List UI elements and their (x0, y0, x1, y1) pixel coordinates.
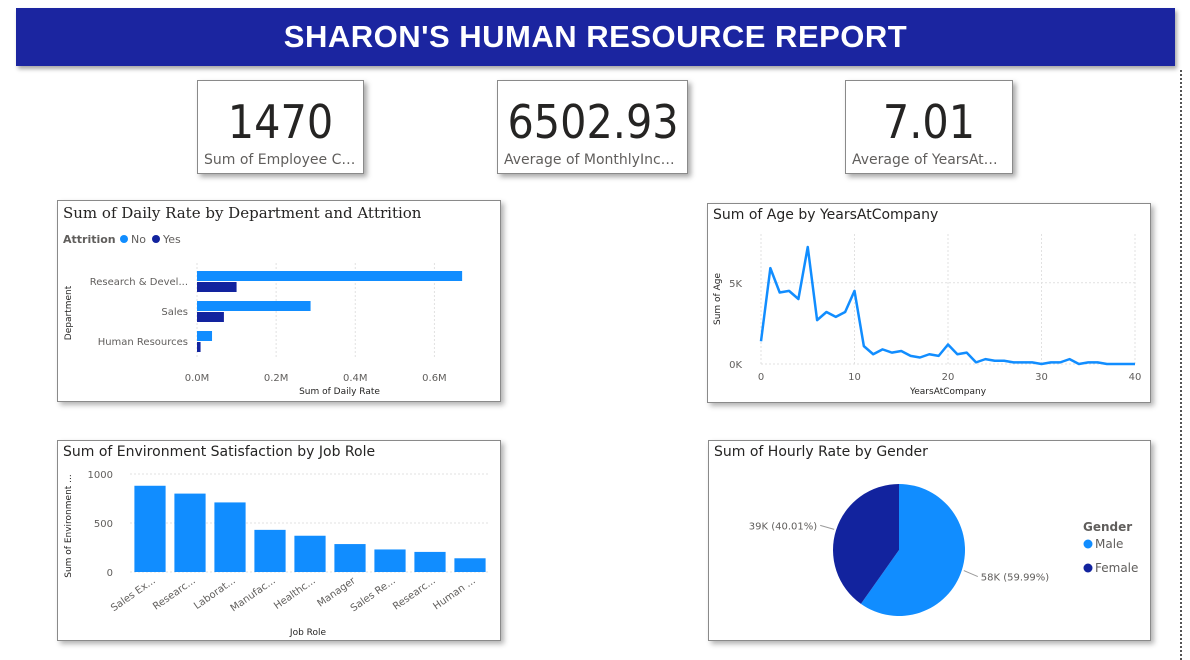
chart-title: Sum of Hourly Rate by Gender (714, 444, 928, 460)
report-title: SHARON'S HUMAN RESOURCE REPORT (283, 19, 908, 54)
bar (214, 502, 246, 572)
hourly-rate-gender-chart: Sum of Hourly Rate by Gender 58K (59.99%… (714, 444, 1138, 616)
data-label: 39K (40.01%) (749, 521, 817, 532)
pie-slice-male (860, 484, 965, 616)
bar-no (197, 271, 463, 281)
x-axis-label: Sum of Daily Rate (299, 387, 380, 397)
bar (414, 551, 446, 572)
report-header: SHARON'S HUMAN RESOURCE REPORT (16, 8, 1175, 66)
kpi-value: 7.01 (882, 95, 976, 149)
bar (254, 529, 286, 572)
legend-marker (120, 235, 128, 243)
x-tick-label: 0 (758, 372, 764, 383)
pie-slice-female (833, 484, 899, 604)
kpi-label: Average of MonthlyIncome (504, 152, 681, 168)
x-tick-label: Researc... (151, 575, 198, 612)
kpi-value: 1470 (227, 95, 334, 149)
x-axis-label: YearsAtCompany (909, 387, 987, 397)
leader-line (963, 570, 979, 578)
y-tick-label: 0 (107, 568, 113, 579)
y-axis-label: Sum of Environment ... (64, 474, 74, 578)
chart-title: Sum of Age by YearsAtCompany (713, 207, 938, 223)
y-tick-label: 1000 (88, 470, 113, 481)
bar (294, 535, 326, 572)
y-tick-label: Research & Devel... (90, 277, 188, 288)
x-tick-label: 0.4M (343, 373, 368, 384)
x-tick-label: 30 (1035, 372, 1048, 383)
chart-title: Sum of Daily Rate by Department and Attr… (63, 204, 422, 222)
line-series (759, 245, 1135, 366)
bar-yes (197, 312, 224, 322)
x-tick-label: 0.6M (422, 373, 447, 384)
y-tick-label: Human Resources (98, 337, 188, 348)
kpi-label: Average of YearsAtCo... (852, 152, 1006, 168)
chart-title: Sum of Environment Satisfaction by Job R… (63, 444, 375, 460)
x-tick-label: Researc... (391, 575, 438, 612)
y-tick-label: Sales (161, 307, 188, 318)
bar (334, 544, 366, 572)
bar-no (197, 301, 311, 311)
x-tick-label: 40 (1129, 372, 1142, 383)
x-tick-label: 10 (848, 372, 861, 383)
kpi-value: 6502.93 (507, 95, 679, 149)
environment-satisfaction-chart: Sum of Environment Satisfaction by Job R… (63, 444, 490, 638)
kpi-card-monthly-income[interactable]: 6502.93 Average of MonthlyIncome (497, 80, 688, 174)
bar (374, 549, 406, 572)
legend-title: Gender (1083, 520, 1132, 534)
leader-line (820, 524, 835, 530)
page-edge-divider (1180, 70, 1182, 660)
legend-entry: No (131, 233, 146, 246)
x-tick-label: 20 (942, 372, 955, 383)
environment-satisfaction-chart-panel[interactable]: Sum of Environment Satisfaction by Job R… (57, 440, 501, 641)
legend-marker (1083, 539, 1093, 549)
legend-title: Attrition (63, 233, 116, 246)
bar (454, 558, 486, 572)
kpi-card-years-at-company[interactable]: 7.01 Average of YearsAtCo... (845, 80, 1013, 174)
bar (134, 485, 166, 572)
y-axis-label: Department (64, 285, 74, 340)
x-axis-label: Job Role (289, 628, 327, 638)
y-tick-label: 500 (94, 519, 113, 530)
age-by-years-chart: Sum of Age by YearsAtCompany 0 10 20 30 40 0K… (713, 207, 1142, 397)
legend-marker (1083, 563, 1093, 573)
bar-no (197, 331, 213, 341)
legend-entry: Male (1095, 537, 1123, 551)
bar-yes (197, 282, 237, 292)
legend-entry: Yes (162, 233, 181, 246)
x-tick-label: Human ... (431, 575, 477, 612)
legend-entry: Female (1095, 561, 1138, 575)
kpi-label: Sum of Employee Cou... (204, 152, 357, 168)
daily-rate-chart-panel[interactable]: Sum of Daily Rate by Department and Attr… (57, 200, 501, 402)
legend-marker (152, 235, 160, 243)
x-tick-label: Healthc... (272, 575, 318, 611)
kpi-card-employee-count[interactable]: 1470 Sum of Employee Cou... (197, 80, 364, 174)
y-axis-label: Sum of Age (713, 273, 723, 325)
x-tick-label: Sales Ex... (109, 575, 158, 614)
age-by-years-chart-panel[interactable]: Sum of Age by YearsAtCompany 0 10 20 30 40 0K… (707, 203, 1151, 403)
y-tick-label: 5K (729, 279, 742, 290)
x-tick-label: Sales Re... (349, 575, 398, 614)
bar (174, 493, 206, 572)
y-tick-label: 0K (729, 360, 742, 371)
x-tick-label: 0.2M (264, 373, 289, 384)
bar-yes (197, 342, 201, 352)
hourly-rate-gender-chart-panel[interactable]: Sum of Hourly Rate by Gender 58K (59.99%… (708, 440, 1151, 641)
x-tick-label: Manufac... (229, 575, 278, 614)
daily-rate-chart: Sum of Daily Rate by Department and Attr… (63, 204, 463, 397)
data-label: 58K (59.99%) (981, 573, 1049, 584)
x-tick-label: 0.0M (185, 373, 210, 384)
